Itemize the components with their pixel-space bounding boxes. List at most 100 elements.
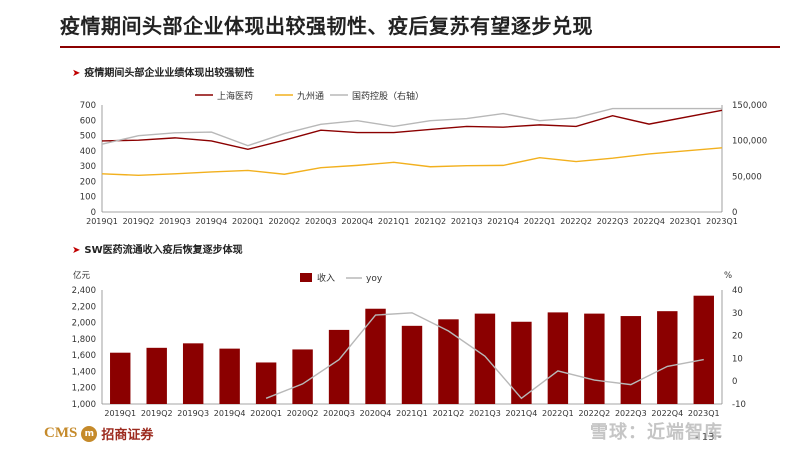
left-tick-label: 700 bbox=[80, 101, 96, 111]
left-tick-label: 1,800 bbox=[72, 335, 96, 345]
x-tick-label: 2023Q1 bbox=[670, 217, 702, 226]
revenue-bar bbox=[110, 352, 131, 404]
x-tick-label: 2019Q3 bbox=[159, 217, 191, 226]
right-tick-label: 30 bbox=[732, 309, 743, 319]
chart1-title-text: 疫情期间头部企业业绩体现出较强韧性 bbox=[84, 68, 255, 79]
x-tick-label: 2022Q4 bbox=[651, 409, 683, 418]
revenue-bar bbox=[328, 329, 350, 404]
x-tick-label: 2022Q1 bbox=[524, 217, 556, 226]
left-tick-label: 0 bbox=[91, 208, 96, 218]
revenue-bar bbox=[365, 308, 386, 404]
x-tick-label: 2020Q3 bbox=[323, 409, 355, 418]
left-tick-label: 200 bbox=[80, 177, 96, 187]
x-tick-label: 2019Q1 bbox=[86, 217, 118, 226]
x-tick-label: 2019Q3 bbox=[177, 409, 209, 418]
x-tick-label: 2021Q3 bbox=[469, 409, 501, 418]
logo-cms-text: CMS bbox=[44, 425, 78, 441]
x-tick-label: 2022Q4 bbox=[633, 217, 665, 226]
revenue-bar bbox=[620, 316, 642, 404]
revenue-bar bbox=[511, 321, 532, 404]
revenue-bar bbox=[146, 347, 167, 404]
left-tick-label: 400 bbox=[80, 147, 96, 157]
left-tick-label: 100 bbox=[80, 193, 96, 203]
revenue-bar bbox=[547, 312, 569, 404]
right-tick-label: 10 bbox=[732, 354, 743, 364]
revenue-bar bbox=[438, 319, 459, 404]
legend-label-2: 国药控股（右轴） bbox=[352, 90, 424, 102]
legend-label-0: 上海医药 bbox=[217, 90, 253, 102]
page-number: - 13 - bbox=[695, 432, 722, 443]
right-tick-label: 20 bbox=[732, 332, 743, 342]
legend-label-yoy: yoy bbox=[366, 274, 383, 284]
x-tick-label: 2019Q4 bbox=[196, 217, 228, 226]
logo-badge-icon: m bbox=[81, 425, 98, 442]
legend-label-revenue: 收入 bbox=[317, 272, 335, 284]
x-tick-label: 2020Q1 bbox=[250, 409, 282, 418]
watermark: 雪球：近端智库 bbox=[590, 422, 723, 443]
left-tick-label: 1,400 bbox=[72, 367, 96, 377]
left-tick-label: 1,600 bbox=[72, 351, 96, 361]
bar-chart-svg: 亿元 % 1,000 1,200 1,400 1,600 1,800 2,000 2,200 2,… bbox=[72, 270, 746, 418]
x-tick-label: 2023Q1 bbox=[706, 217, 738, 226]
left-tick-label: 300 bbox=[80, 162, 96, 172]
right-tick-label: 0 bbox=[732, 208, 737, 218]
chart2-title-text: SW医药流通收入疫后恢复逐步体现 bbox=[84, 245, 243, 256]
yoy-line bbox=[265, 312, 704, 400]
logo-company-name: 招商证券 bbox=[101, 428, 154, 443]
left-tick-label: 2,000 bbox=[72, 319, 96, 329]
revenue-bar bbox=[474, 313, 496, 404]
revenue-bar bbox=[401, 325, 423, 404]
right-tick-label: -10 bbox=[732, 400, 746, 410]
x-tick-label: 2022Q2 bbox=[578, 409, 610, 418]
x-tick-label: 2022Q1 bbox=[542, 409, 574, 418]
left-tick-label: 1,000 bbox=[72, 400, 96, 410]
right-tick-label: 50,000 bbox=[732, 172, 762, 182]
x-tick-label: 2020Q4 bbox=[360, 409, 392, 418]
revenue-bar bbox=[219, 348, 240, 404]
x-tick-label: 2021Q4 bbox=[506, 409, 538, 418]
company-logo: CMS m 招商证券 bbox=[44, 424, 153, 443]
x-tick-label: 2022Q3 bbox=[597, 217, 629, 226]
x-tick-label: 2021Q3 bbox=[451, 217, 483, 226]
series-line-0 bbox=[101, 109, 723, 151]
x-tick-label: 2020Q3 bbox=[305, 217, 337, 226]
x-tick-label: 2020Q4 bbox=[341, 217, 373, 226]
x-tick-label: 2019Q2 bbox=[141, 409, 173, 418]
left-tick-label: 600 bbox=[80, 116, 96, 126]
x-tick-label: 2022Q3 bbox=[615, 409, 647, 418]
arrow-right-icon: ➤ bbox=[72, 68, 81, 79]
x-tick-label: 2020Q2 bbox=[287, 409, 319, 418]
right-tick-label: 0 bbox=[732, 377, 737, 387]
right-tick-label: 100,000 bbox=[732, 137, 767, 147]
x-tick-label: 2021Q2 bbox=[433, 409, 465, 418]
left-tick-label: 500 bbox=[80, 132, 96, 142]
revenue-bar bbox=[584, 313, 605, 404]
slide-title: 疫情期间头部企业体现出较强韧性、疫后复苏有望逐步兑现 bbox=[60, 14, 593, 38]
x-tick-label: 2023Q1 bbox=[688, 409, 720, 418]
x-tick-label: 2020Q1 bbox=[232, 217, 264, 226]
right-tick-label: 150,000 bbox=[732, 101, 767, 111]
arrow-right-icon: ➤ bbox=[72, 245, 81, 256]
x-tick-label: 2021Q1 bbox=[378, 217, 410, 226]
revenue-bar bbox=[292, 349, 313, 404]
chart2-section-title: ➤ SW医药流通收入疫后恢复逐步体现 bbox=[72, 241, 243, 256]
left-tick-label: 1,200 bbox=[72, 384, 96, 394]
revenue-bar bbox=[255, 362, 277, 404]
x-tick-label: 2020Q2 bbox=[268, 217, 300, 226]
line-chart-svg: 0 100 200 300 400 500 600 700 0 50,000 100,000 150,… bbox=[80, 90, 767, 226]
x-tick-label: 2019Q2 bbox=[123, 217, 155, 226]
x-tick-label: 2019Q1 bbox=[104, 409, 136, 418]
title-rule bbox=[60, 46, 780, 48]
legend-swatch-revenue bbox=[300, 273, 312, 282]
x-tick-label: 2022Q2 bbox=[560, 217, 592, 226]
x-tick-label: 2021Q4 bbox=[487, 217, 519, 226]
revenue-bar bbox=[693, 295, 714, 404]
revenue-bar bbox=[657, 311, 678, 404]
legend-label-1: 九州通 bbox=[297, 91, 324, 102]
x-tick-label: 2019Q4 bbox=[214, 409, 246, 418]
x-tick-label: 2021Q2 bbox=[414, 217, 446, 226]
x-tick-label: 2021Q1 bbox=[396, 409, 428, 418]
left-axis-unit: 亿元 bbox=[73, 270, 91, 281]
series-line-2 bbox=[101, 107, 722, 147]
left-tick-label: 2,400 bbox=[72, 286, 96, 296]
